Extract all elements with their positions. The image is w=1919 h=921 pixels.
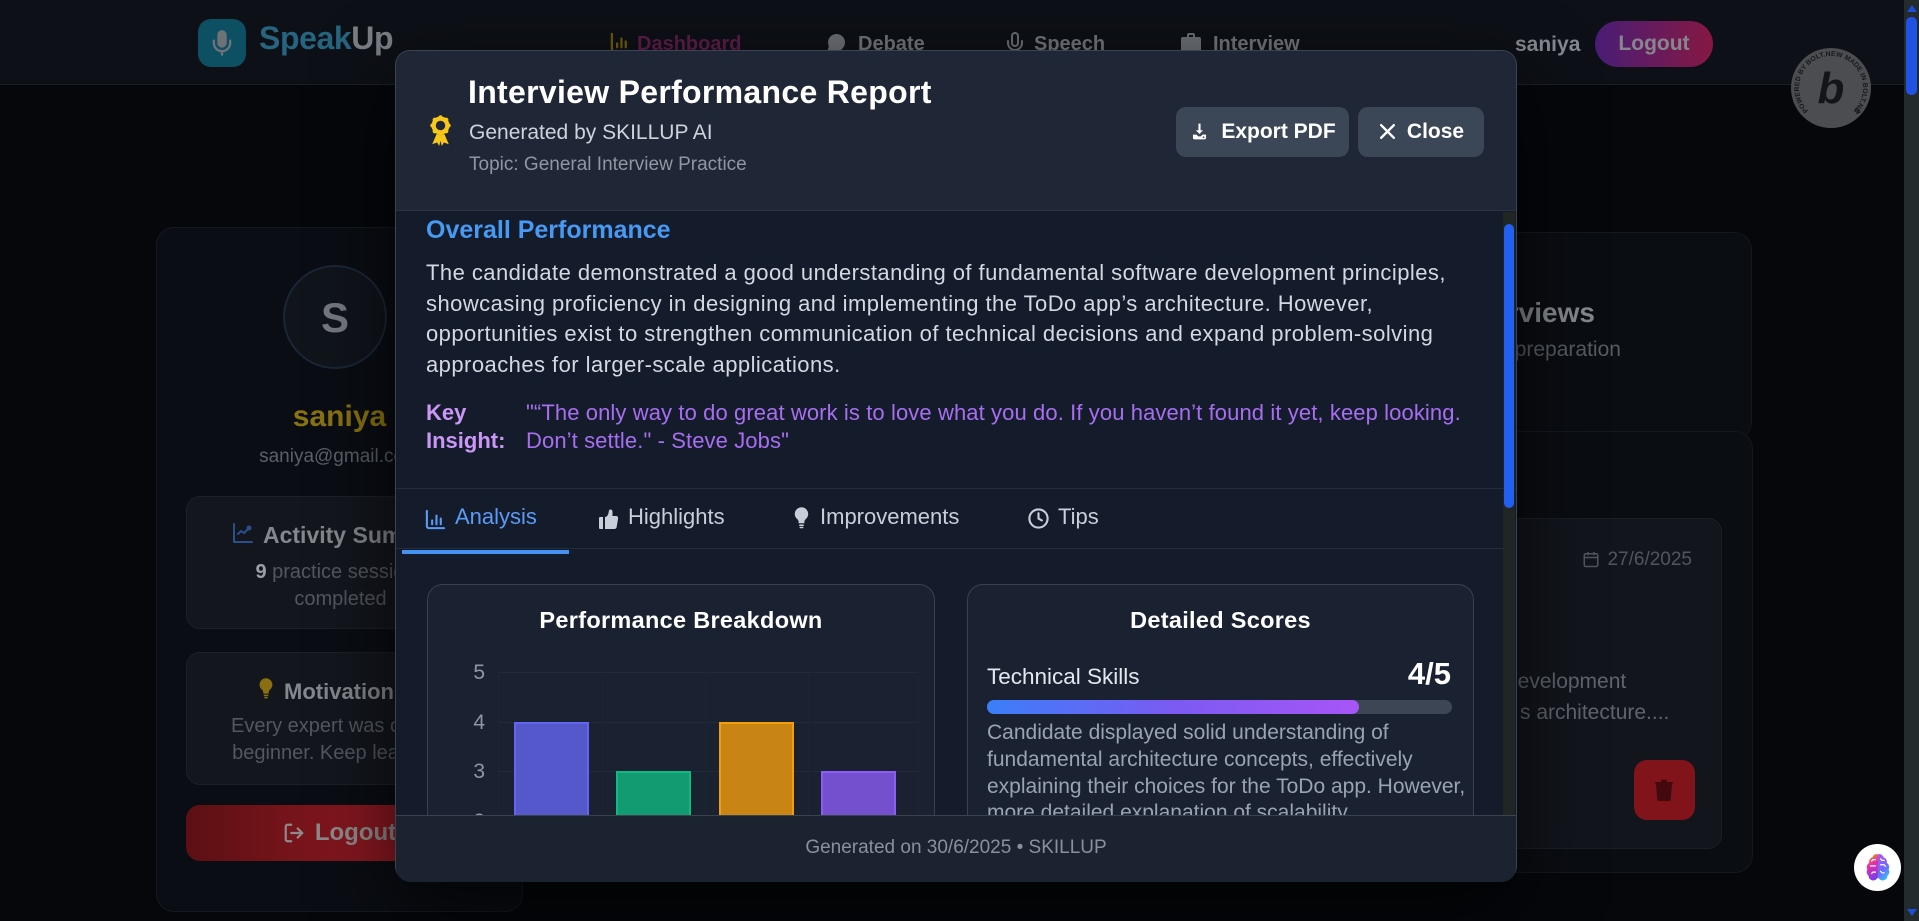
svg-text:b: b [1818,64,1845,113]
